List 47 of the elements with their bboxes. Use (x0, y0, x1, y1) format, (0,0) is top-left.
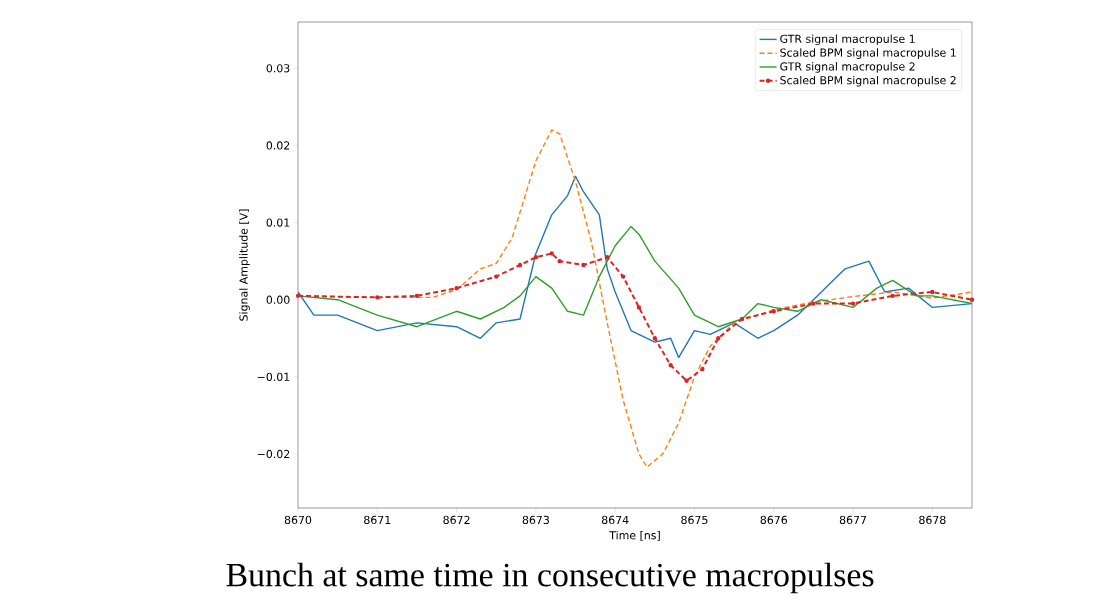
x-axis-title: Time [ns] (609, 530, 660, 541)
point (850, 301, 856, 306)
x-tick-label: 8676 (760, 515, 788, 525)
point (557, 258, 562, 264)
legend-label: Scaled BPM signal macropulse 2 (780, 75, 956, 87)
point (811, 301, 816, 306)
point (771, 309, 776, 314)
point (890, 293, 895, 299)
point (700, 366, 705, 372)
point (414, 293, 420, 299)
point (295, 293, 301, 299)
y-tick-label: 0.00 (266, 295, 290, 304)
point (375, 295, 380, 300)
x-tick-label: 8671 (364, 515, 391, 525)
x-tick-label: 8677 (839, 515, 867, 525)
point (969, 297, 975, 302)
y-tick-label: −0.01 (257, 372, 290, 381)
point (517, 262, 523, 268)
point (620, 274, 626, 279)
point (930, 289, 935, 295)
y-tick-label: 0.03 (266, 64, 290, 73)
point (684, 378, 689, 383)
point (533, 255, 539, 260)
point (549, 251, 554, 256)
y-tick-label: −0.02 (257, 449, 290, 459)
point (716, 336, 721, 341)
point (454, 285, 459, 291)
point (668, 363, 673, 368)
point (739, 316, 745, 322)
x-tick-label: 8678 (919, 515, 946, 525)
point (605, 255, 610, 260)
x-tick-label: 8675 (681, 515, 708, 525)
text: Bunch at same time in consecutive macropulses (226, 562, 874, 594)
x-tick-label: 8672 (443, 515, 470, 525)
point (652, 336, 658, 341)
y-tick-label: 0.01 (266, 218, 290, 227)
y-axis-title: Signal Amplitude [V] (239, 209, 250, 321)
point (581, 262, 586, 268)
point (636, 305, 642, 310)
legend-label: Scaled BPM signal macropulse 1 (780, 48, 956, 59)
x-tick-label: 8674 (601, 515, 629, 525)
point (494, 274, 499, 279)
legend-label: GTR signal macropulse 1 (780, 34, 915, 46)
x-tick-label: 8670 (284, 515, 312, 525)
legend-label: GTR signal macropulse 2 (780, 62, 915, 73)
x-tick-label: 8673 (522, 515, 549, 525)
y-tick-label: 0.02 (266, 141, 290, 150)
